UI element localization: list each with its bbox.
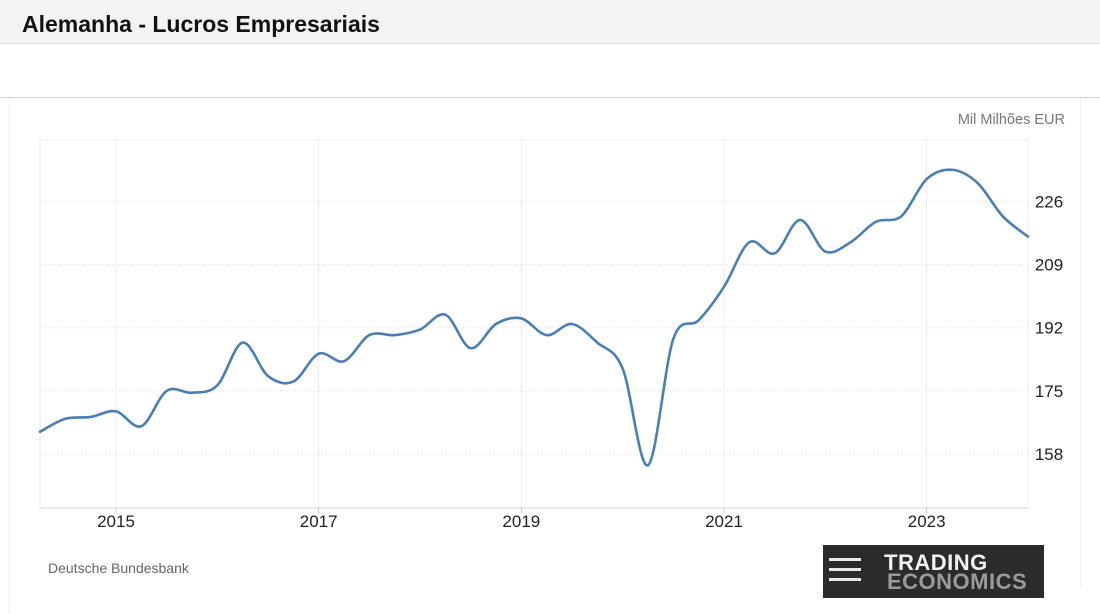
header-divider xyxy=(0,97,1100,98)
data-point xyxy=(292,380,294,382)
data-point xyxy=(900,215,902,217)
data-point xyxy=(64,418,66,420)
data-point xyxy=(191,392,193,394)
series-layer xyxy=(38,168,1030,467)
data-point xyxy=(89,416,91,418)
data-point xyxy=(317,353,319,355)
data-point xyxy=(469,347,471,349)
data-point xyxy=(267,375,269,377)
y-axis-ticks: 158 175 192 209 226 xyxy=(1035,192,1063,464)
logo-text-trading: TRADING xyxy=(884,550,988,575)
source-label: Deutsche Bundesbank xyxy=(48,560,189,576)
y-tick-label: 158 xyxy=(1035,445,1063,464)
menu-icon[interactable] xyxy=(829,556,861,584)
logo-text-economics: ECONOMICS xyxy=(887,569,1028,594)
data-point xyxy=(824,250,826,252)
data-point xyxy=(951,169,953,171)
data-point xyxy=(241,341,243,343)
data-point xyxy=(596,341,598,343)
trading-economics-logo[interactable]: TRADING ECONOMICS xyxy=(823,545,1044,598)
unit-label: Mil Milhões EUR xyxy=(958,112,1065,128)
data-point xyxy=(976,182,978,184)
data-point xyxy=(495,323,497,325)
data-point xyxy=(849,241,851,243)
data-point xyxy=(545,334,547,336)
data-point xyxy=(621,367,623,369)
data-point xyxy=(216,384,218,386)
data-point xyxy=(115,410,117,412)
data-point xyxy=(723,286,725,288)
data-point xyxy=(419,328,421,330)
y-tick-label: 175 xyxy=(1035,382,1063,401)
panel-border-right xyxy=(1080,98,1081,588)
data-point xyxy=(140,425,142,427)
title-bar: Alemanha - Lucros Empresariais xyxy=(0,0,1100,44)
data-point xyxy=(571,323,573,325)
data-point xyxy=(748,241,750,243)
line-chart: Mil Milhões EUR 158 175 192 209 226 2015 2017… xyxy=(38,112,1065,531)
y-tick-label: 192 xyxy=(1035,319,1063,338)
series-line xyxy=(38,168,1030,467)
data-point xyxy=(925,178,927,180)
data-point xyxy=(444,314,446,316)
x-tick-label: 2023 xyxy=(908,512,946,531)
data-point xyxy=(799,219,801,221)
y-tick-label: 226 xyxy=(1035,192,1063,211)
x-tick-label: 2017 xyxy=(300,512,338,531)
data-point xyxy=(393,334,395,336)
data-point xyxy=(773,252,775,254)
x-tick-label: 2019 xyxy=(502,512,540,531)
data-point xyxy=(697,319,699,321)
x-tick-label: 2015 xyxy=(97,512,135,531)
data-point xyxy=(39,431,41,433)
chart-grid xyxy=(39,139,1029,509)
panel-border-left xyxy=(9,98,10,614)
data-point xyxy=(1001,215,1003,217)
data-point xyxy=(520,317,522,319)
data-point xyxy=(672,338,674,340)
data-point xyxy=(1027,235,1029,237)
data-point xyxy=(647,464,649,466)
data-point xyxy=(165,390,167,392)
page-title: Alemanha - Lucros Empresariais xyxy=(22,11,380,37)
data-point xyxy=(368,334,370,336)
y-tick-label: 209 xyxy=(1035,256,1063,275)
data-point xyxy=(875,221,877,223)
data-point xyxy=(343,360,345,362)
x-axis-ticks: 2015 2017 2019 2021 2023 xyxy=(97,508,946,531)
x-tick-label: 2021 xyxy=(705,512,743,531)
